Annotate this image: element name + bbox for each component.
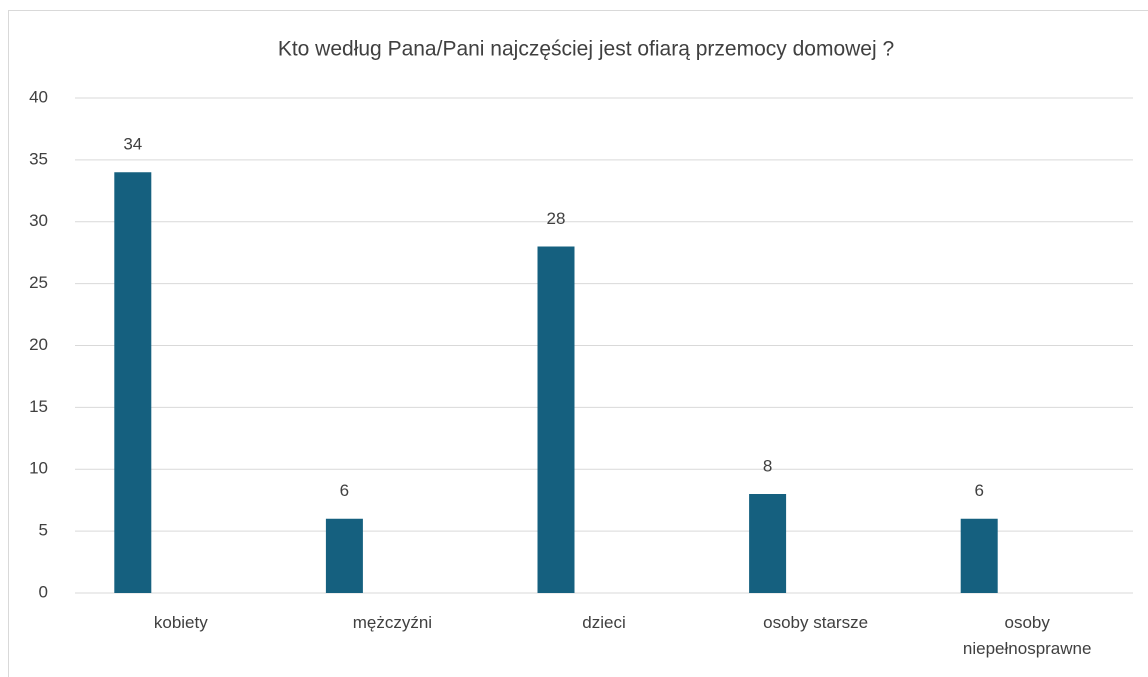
chart-title: Kto według Pana/Pani najczęściej jest of… [278,38,894,61]
x-tick-label: osoby niepełnosprawne [962,613,1092,658]
chart-frame [8,10,1148,677]
bar [325,518,363,593]
y-tick-label: 20 [29,335,48,354]
y-tick-label: 5 [39,521,48,540]
y-tick-label: 15 [29,397,48,416]
x-tick-label: kobiety [153,613,208,632]
y-tick-label: 30 [29,211,48,230]
bar [537,246,575,593]
bar [749,494,787,593]
data-label: 8 [763,456,772,475]
data-label: 6 [340,481,349,500]
x-tick-label: mężczyźni [352,613,433,632]
x-tick-label: dzieci [582,613,626,632]
x-tick-label: osoby starsze [763,613,869,632]
y-tick-label: 10 [29,459,48,478]
bar [960,518,998,593]
data-label: 34 [123,135,142,154]
bar [114,172,152,593]
y-tick-label: 25 [29,273,48,292]
data-label: 6 [974,481,983,500]
data-label: 28 [547,209,566,228]
y-tick-label: 0 [39,582,48,601]
y-tick-label: 35 [29,149,48,168]
y-tick-label: 40 [29,87,48,106]
